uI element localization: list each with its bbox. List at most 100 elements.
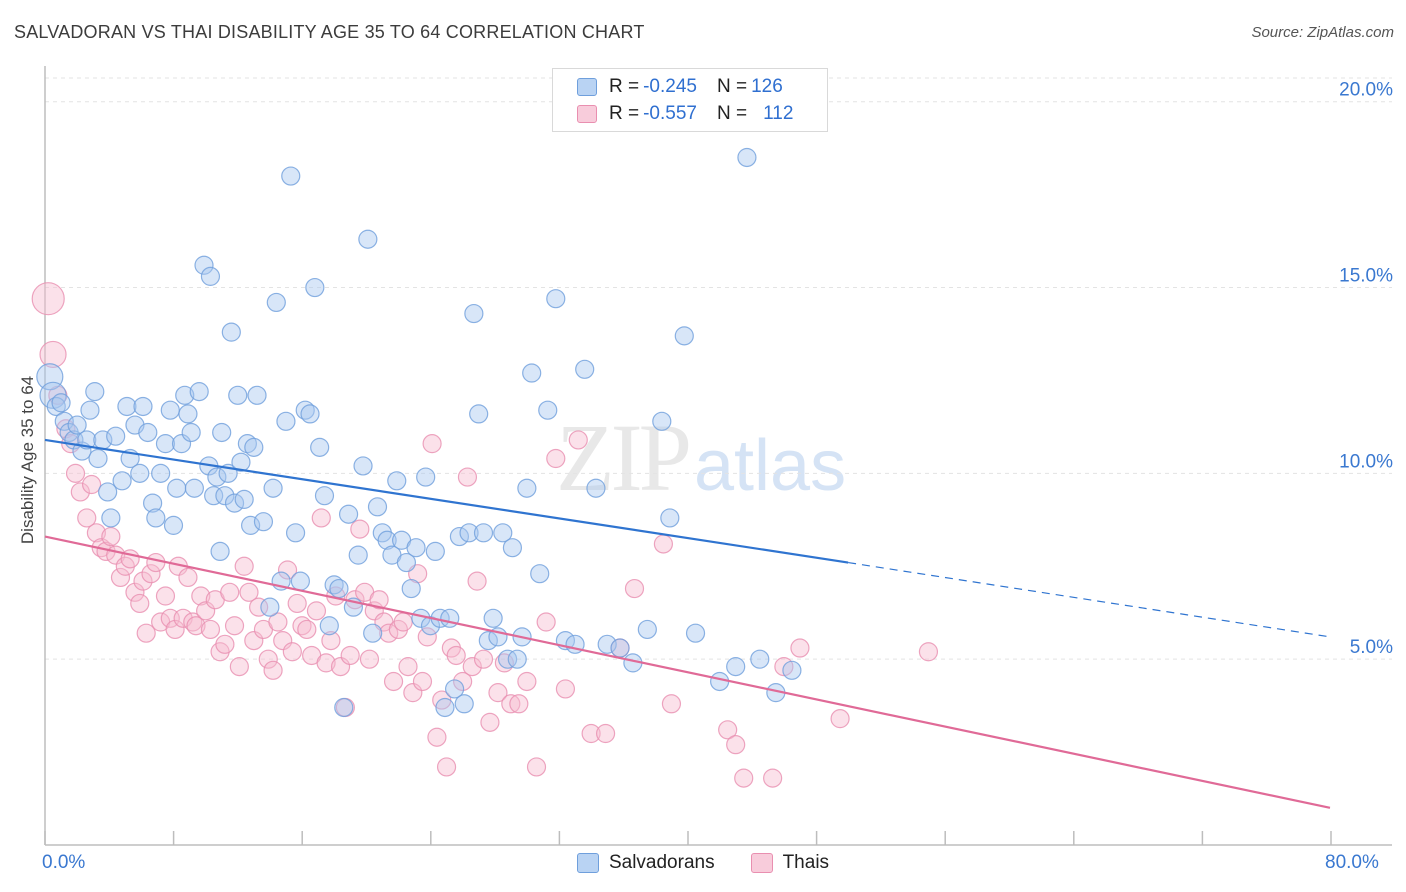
legend-n-value: 112 (763, 103, 794, 124)
salvadoran-point (151, 463, 171, 483)
salvadoran-point (143, 493, 163, 513)
salvadoran-point (244, 437, 264, 457)
thai-point (146, 552, 166, 573)
thai-point (136, 623, 156, 643)
salvadoran-point (538, 400, 558, 420)
thai-point (224, 616, 245, 636)
thai-point (196, 601, 216, 621)
correlation-legend: R = -0.245 N = 126 R = -0.557 N = 112 (552, 68, 828, 132)
thai-point (77, 508, 97, 528)
salvadoran-point (160, 400, 180, 420)
salvadoran-point (266, 292, 286, 313)
legend-r-value: -0.245 (643, 76, 697, 97)
thai-point (239, 582, 259, 602)
thai-point (39, 340, 67, 369)
salvadoran-point (260, 597, 280, 617)
salvadoran-point (358, 229, 378, 249)
thai-point (653, 534, 674, 554)
salvadoran-point (387, 471, 407, 491)
thai-point (215, 634, 235, 654)
thai-point (277, 560, 298, 580)
salvadoran-point (420, 616, 441, 636)
salvadoran-point (285, 523, 306, 543)
thai-point (412, 671, 433, 692)
x-tick-label-max: 80.0% (1325, 852, 1379, 873)
salvadoran-point (101, 508, 121, 528)
salvadoran-point (241, 515, 261, 535)
watermark-zip: ZIP (556, 404, 692, 511)
y-tick-label: 5.0% (1350, 637, 1393, 658)
salvadoran-point (51, 393, 71, 413)
legend-row-salvadorans: R = -0.245 N = 126 (577, 75, 783, 99)
salvadoran-point (478, 631, 498, 651)
thai-point (234, 556, 254, 576)
legend-r-label: R = (609, 103, 640, 124)
salvadoran-point (737, 147, 757, 168)
thai-point (427, 727, 447, 747)
thai-point (244, 631, 264, 651)
salvadoran-point (685, 623, 706, 643)
thai-point (790, 638, 810, 658)
salvadoran-point (406, 538, 426, 558)
thai-point (393, 612, 413, 632)
thai-point (178, 567, 198, 588)
salvadoran-point (329, 578, 349, 599)
salvadoran-point (133, 396, 153, 417)
thai-point (422, 434, 442, 454)
salvadoran-point (674, 326, 694, 346)
thai-point (133, 571, 153, 591)
thai-point (31, 282, 65, 316)
salvadoran-point (175, 385, 195, 405)
salvadoran-point (146, 508, 166, 528)
thai-point (321, 631, 341, 651)
thai-point (273, 631, 293, 651)
thai-point (86, 523, 107, 543)
legend-swatch-thais (577, 105, 597, 123)
y-tick-label: 15.0% (1339, 266, 1393, 287)
thai-point (263, 660, 283, 680)
legend-r-value: -0.557 (643, 103, 697, 124)
salvadoran-point (117, 396, 137, 417)
salvadoran-point (507, 649, 527, 669)
thai-point (311, 508, 331, 528)
thai-point (546, 448, 566, 469)
thai-point (70, 482, 90, 502)
thai-point (369, 590, 389, 610)
salvadoran-point (363, 623, 383, 643)
salvadoran-point (247, 385, 267, 405)
thai-point (763, 768, 783, 788)
salvadoran-point (310, 437, 330, 457)
thai-point (65, 463, 86, 483)
salvadoran-point (334, 697, 354, 718)
thai-point (186, 616, 206, 636)
thai-point (287, 593, 307, 614)
thai-point (726, 735, 746, 755)
thai-point (734, 768, 754, 788)
salvadoran-point (449, 526, 470, 547)
salvadoran-point (224, 493, 245, 513)
salvadoran-point (750, 649, 770, 669)
salvadoran-point (530, 564, 550, 584)
thai-point (830, 709, 850, 729)
thai-point (249, 597, 269, 617)
salvadoran-point (652, 411, 672, 431)
salvadoran-point (215, 486, 235, 506)
legend-n-value: 126 (751, 76, 783, 97)
thai-point (494, 653, 514, 673)
thai-point (467, 571, 487, 591)
thai-point (125, 582, 145, 602)
thai-point (316, 653, 336, 673)
salvadoran-point (98, 482, 118, 502)
salvadoran-point (459, 523, 479, 543)
thai-point (183, 612, 203, 632)
source-credit: Source: ZipAtlas.com (1251, 24, 1394, 41)
salvadoran-point (171, 434, 192, 454)
thai-point (165, 619, 185, 640)
salvadoran-point (163, 515, 184, 535)
thai-point (501, 694, 521, 714)
series-legend: Salvadorans Thais (0, 852, 1406, 874)
legend-n-label: N = (716, 103, 748, 124)
salvadoran-point (726, 657, 746, 677)
